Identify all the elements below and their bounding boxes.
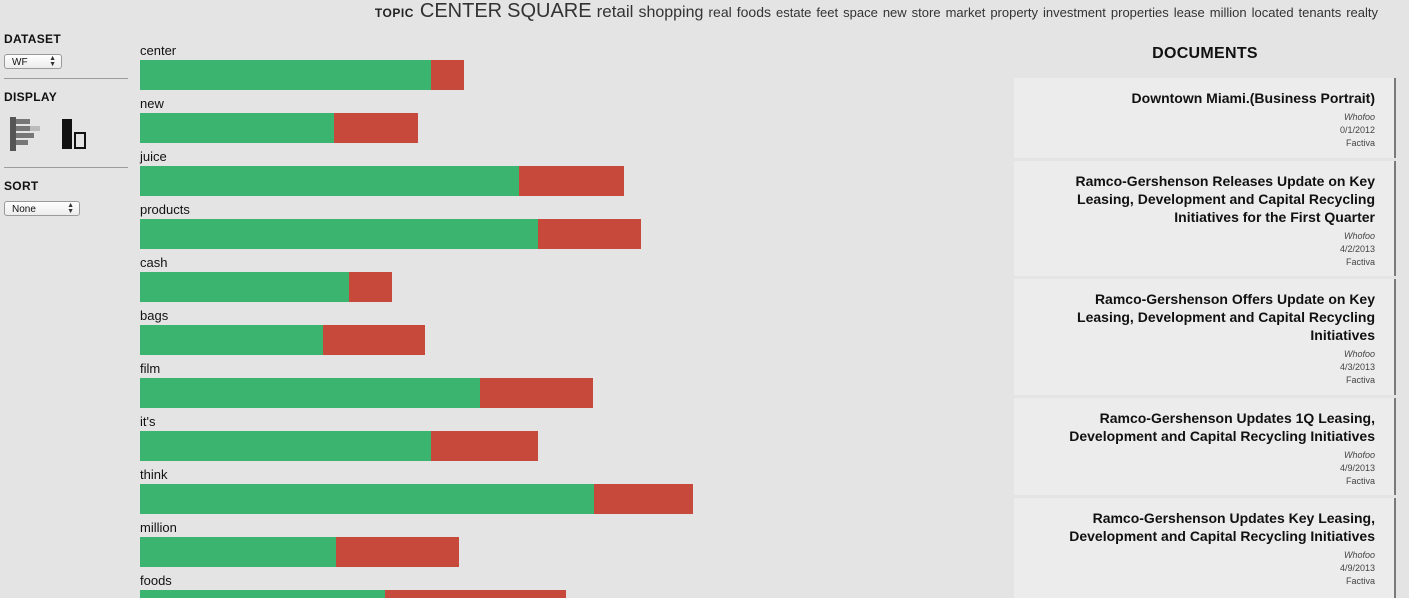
bar-segment-red[interactable] [349, 272, 392, 302]
bar-segment-green[interactable] [140, 219, 538, 249]
display-label: DISPLAY [4, 90, 58, 104]
topic-word: lease [1173, 5, 1205, 20]
document-card[interactable]: Ramco-Gershenson Offers Update on Key Le… [1014, 279, 1396, 395]
horizontal-bars-icon[interactable] [10, 117, 42, 156]
bar-segment-green[interactable] [140, 325, 323, 355]
bar-segment-red[interactable] [334, 113, 418, 143]
topic-word: SQUARE [507, 0, 592, 22]
bar-segment-red[interactable] [431, 60, 464, 90]
bar-label: million [140, 520, 177, 535]
topic-word: foods [736, 4, 771, 20]
dataset-select-value: WF [12, 57, 28, 68]
topic-word: realty [1346, 5, 1378, 20]
document-title[interactable]: Ramco-Gershenson Updates Key Leasing, De… [1069, 510, 1375, 544]
topic-word: retail [596, 2, 634, 21]
topic-label: TOPIC [374, 6, 414, 20]
topic-word: store [911, 5, 941, 20]
sort-label: SORT [4, 179, 39, 193]
bar-segment-red[interactable] [480, 378, 593, 408]
dataset-label: DATASET [4, 32, 61, 46]
bar-segment-red[interactable] [594, 484, 693, 514]
document-card[interactable]: Ramco-Gershenson Updates 1Q Leasing, Dev… [1014, 398, 1396, 495]
document-date: 4/3/2013 [1339, 362, 1375, 372]
document-title[interactable]: Ramco-Gershenson Releases Update on Key … [1075, 173, 1375, 225]
topic-word: property [990, 5, 1039, 20]
bar-segment-green[interactable] [140, 484, 594, 514]
bar-label: cash [140, 255, 168, 270]
document-database: Factiva [1345, 138, 1375, 148]
topic-word: feet [816, 5, 839, 20]
document-title[interactable]: Ramco-Gershenson Offers Update on Key Le… [1077, 291, 1375, 343]
bar-segment-green[interactable] [140, 590, 385, 598]
topic-word: market [945, 5, 986, 20]
bar-segment-red[interactable] [336, 537, 459, 567]
topic-bar: TOPIC CENTER SQUARE retail shopping real food… [375, 0, 1378, 26]
document-date: 4/2/2013 [1339, 244, 1375, 254]
bar-segment-green[interactable] [140, 166, 519, 196]
bar-segment-green[interactable] [140, 537, 336, 567]
bar-label: juice [140, 149, 167, 164]
dataset-select[interactable]: WF ▲ ▼ [4, 54, 62, 69]
topic-word: new [882, 5, 907, 20]
document-title[interactable]: Ramco-Gershenson Updates 1Q Leasing, Dev… [1069, 410, 1375, 444]
document-database: Factiva [1345, 257, 1375, 267]
document-database: Factiva [1345, 375, 1375, 385]
bar-segment-red[interactable] [431, 431, 538, 461]
document-date: 4/9/2013 [1339, 463, 1375, 473]
topic-word: million [1209, 5, 1247, 20]
bar-segment-green[interactable] [140, 431, 431, 461]
document-date: 4/9/2013 [1339, 563, 1375, 573]
bar-label: film [140, 361, 161, 376]
sort-select-value: None [12, 204, 36, 215]
topic-word: properties [1110, 5, 1169, 20]
bar-label: products [140, 202, 190, 217]
bar-segment-green[interactable] [140, 60, 431, 90]
topic-word: shopping [638, 4, 704, 21]
document-source: Whofoo [1343, 550, 1375, 560]
vertical-bars-icon[interactable] [62, 119, 88, 154]
bar-segment-red[interactable] [385, 590, 566, 598]
topic-word: investment [1043, 5, 1106, 20]
topic-word: space [843, 5, 878, 20]
document-source: Whofoo [1343, 112, 1375, 122]
document-source: Whofoo [1343, 450, 1375, 460]
document-database: Factiva [1345, 576, 1375, 586]
topic-word: estate [776, 5, 812, 20]
document-card[interactable]: Ramco-Gershenson Updates Key Leasing, De… [1014, 498, 1396, 598]
sort-select[interactable]: None ▲ ▼ [4, 201, 80, 216]
bar-segment-green[interactable] [140, 272, 349, 302]
document-date: 0/1/2012 [1339, 125, 1375, 135]
bar-segment-green[interactable] [140, 378, 480, 408]
bar-chart: center new juice products cash bags film it's th… [140, 43, 693, 598]
bar-label: new [140, 96, 164, 111]
bar-label: foods [140, 573, 172, 588]
document-source: Whofoo [1343, 231, 1375, 241]
topic-word: CENTER [419, 0, 503, 22]
bar-segment-red[interactable] [519, 166, 624, 196]
document-source: Whofoo [1343, 349, 1375, 359]
select-arrows-icon: ▲ ▼ [67, 201, 74, 215]
divider [4, 167, 128, 168]
documents-title: DOCUMENTS [1152, 45, 1258, 62]
document-title[interactable]: Downtown Miami.(Business Portrait) [1131, 90, 1375, 106]
bar-label: think [140, 467, 168, 482]
document-database: Factiva [1345, 476, 1375, 486]
bar-segment-green[interactable] [140, 113, 334, 143]
bar-label: it's [140, 414, 156, 429]
topic-word: located [1251, 5, 1294, 20]
bar-segment-red[interactable] [323, 325, 425, 355]
document-card[interactable]: Ramco-Gershenson Releases Update on Key … [1014, 161, 1396, 276]
bar-label: bags [140, 308, 169, 323]
topic-word: tenants [1298, 5, 1342, 20]
topic-word: real [708, 4, 732, 20]
select-arrows-icon: ▲ ▼ [49, 54, 56, 68]
bar-segment-red[interactable] [538, 219, 641, 249]
bar-label: center [140, 43, 177, 58]
divider [4, 78, 128, 79]
document-card[interactable]: Downtown Miami.(Business Portrait) Whofoo… [1014, 78, 1396, 158]
